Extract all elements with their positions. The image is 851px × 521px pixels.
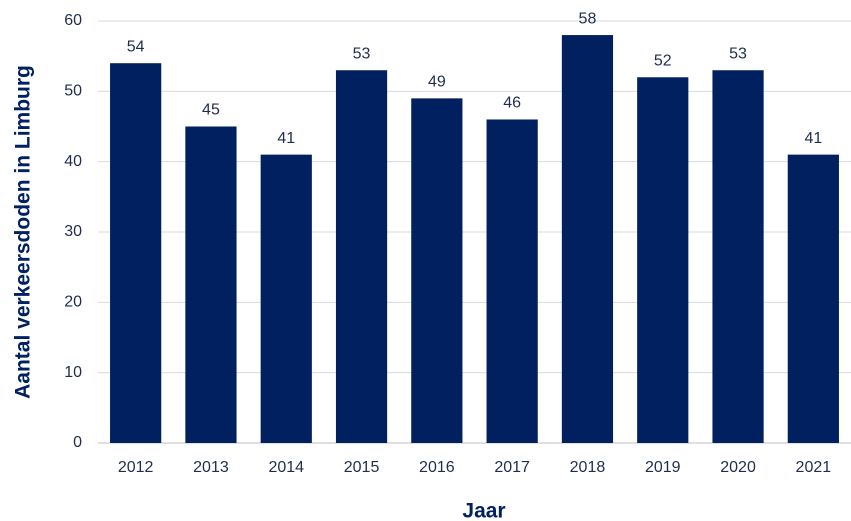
bar (712, 70, 764, 443)
data-label: 46 (503, 95, 521, 112)
data-label: 45 (202, 102, 220, 119)
y-tick-label: 60 (64, 12, 82, 29)
x-tick-label: 2014 (268, 459, 304, 476)
bar (335, 70, 388, 443)
x-tick-label: 2013 (193, 459, 229, 476)
x-tick-label: 2017 (494, 459, 530, 476)
y-tick-label: 0 (73, 434, 82, 451)
bar (185, 126, 237, 443)
bar (486, 119, 538, 443)
y-tick-label: 20 (64, 294, 82, 311)
bar (561, 35, 614, 444)
y-tick-label: 10 (64, 364, 82, 381)
y-axis-title: Aantal verkeersdoden in Limburg (12, 65, 35, 399)
x-tick-label: 2016 (419, 459, 455, 476)
x-axis-title: Jaar (462, 500, 505, 521)
data-label: 53 (729, 45, 747, 62)
y-tick-label: 30 (64, 223, 82, 240)
x-tick-label: 2012 (118, 459, 154, 476)
bar (260, 154, 312, 443)
y-tick-label: 40 (64, 153, 82, 170)
data-label: 41 (277, 130, 295, 147)
x-tick-label: 2021 (796, 459, 832, 476)
x-tick-label: 2019 (645, 459, 681, 476)
data-label: 49 (428, 74, 446, 91)
bar (411, 98, 463, 443)
data-label: 58 (579, 10, 597, 27)
y-tick-label: 50 (64, 83, 82, 100)
bar (637, 77, 689, 444)
data-label: 54 (127, 38, 145, 55)
data-label: 41 (804, 130, 822, 147)
bar (110, 63, 162, 443)
data-label: 52 (654, 52, 672, 69)
bar (787, 154, 839, 443)
data-label: 53 (353, 45, 371, 62)
x-tick-label: 2015 (344, 459, 380, 476)
x-tick-label: 2018 (570, 459, 606, 476)
x-tick-label: 2020 (720, 459, 756, 476)
